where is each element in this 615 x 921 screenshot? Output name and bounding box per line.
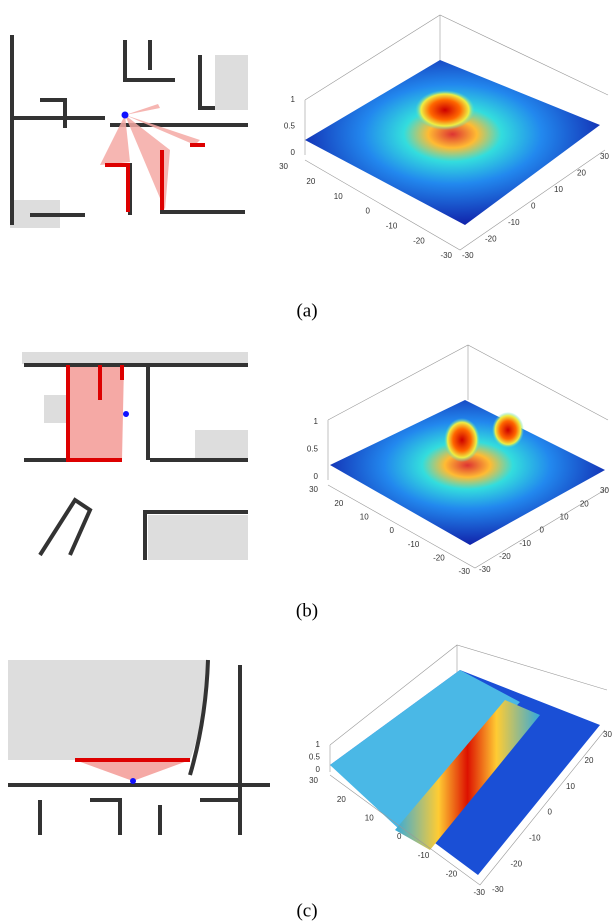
surface-c [330, 645, 607, 885]
y-tick-label: 0 [540, 526, 545, 535]
y-tick-label: -20 [485, 235, 497, 244]
x-tick-label: 0 [397, 832, 402, 841]
x-tick-label: 30 [279, 162, 288, 171]
y-tick-label: 10 [566, 782, 575, 791]
x-tick-label: -10 [418, 851, 430, 860]
y-tick-label: -30 [479, 565, 491, 574]
y-tick-label: 0 [531, 202, 536, 211]
y-tick-label: -10 [529, 833, 541, 842]
panel-label: (b) [296, 600, 318, 621]
y-tick-label: -20 [499, 552, 511, 561]
x-tick-label: 20 [337, 795, 346, 804]
surface-b [328, 345, 608, 568]
y-tick-label: 20 [585, 756, 594, 765]
x-tick-label: -10 [386, 221, 398, 230]
x-tick-label: -10 [408, 540, 420, 549]
map-a [10, 30, 248, 228]
x-tick-label: -30 [473, 888, 485, 897]
z-tick-label: 0 [291, 148, 296, 157]
x-tick-label: -30 [440, 251, 452, 260]
y-tick-label: 10 [560, 512, 569, 521]
y-tick-label: 30 [600, 486, 609, 495]
z-tick-label: 0 [314, 472, 319, 481]
z-tick-label: 0 [316, 765, 321, 774]
z-tick-label: 0.5 [309, 753, 321, 762]
y-tick-label: 0 [548, 808, 553, 817]
x-tick-label: -20 [413, 236, 425, 245]
x-tick-label: 20 [306, 177, 315, 186]
z-tick-label: 1 [314, 417, 319, 426]
x-tick-label: 30 [309, 776, 318, 785]
y-tick-label: -10 [519, 539, 531, 548]
z-tick-label: 1 [316, 740, 321, 749]
x-tick-label: 10 [360, 512, 369, 521]
z-tick-label: 0.5 [284, 122, 296, 131]
z-tick-label: 1 [291, 95, 296, 104]
x-tick-label: 0 [366, 207, 371, 216]
y-tick-label: 10 [554, 185, 563, 194]
map-c [8, 660, 270, 835]
y-tick-label: 20 [580, 499, 589, 508]
x-tick-label: 30 [309, 485, 318, 494]
x-tick-label: 0 [390, 526, 395, 535]
x-tick-label: -20 [433, 553, 445, 562]
y-tick-label: 20 [577, 169, 586, 178]
x-tick-label: -30 [458, 567, 470, 576]
panel-label: (a) [296, 300, 317, 321]
y-tick-label: -30 [462, 251, 474, 260]
x-tick-label: 10 [334, 192, 343, 201]
x-tick-label: 10 [365, 813, 374, 822]
y-tick-label: 30 [603, 730, 612, 739]
panel-label: (c) [296, 900, 317, 921]
x-tick-label: 20 [334, 499, 343, 508]
figure: (a)10.503020100-10-20-30-30-20-100102030… [0, 0, 615, 921]
z-tick-label: 0.5 [307, 445, 319, 454]
y-tick-label: -30 [492, 885, 504, 894]
x-tick-label: -20 [446, 869, 458, 878]
map-b [22, 352, 248, 560]
y-tick-label: -10 [508, 218, 520, 227]
surface-a [305, 15, 608, 250]
y-tick-label: -20 [511, 859, 523, 868]
y-tick-label: 30 [600, 152, 609, 161]
